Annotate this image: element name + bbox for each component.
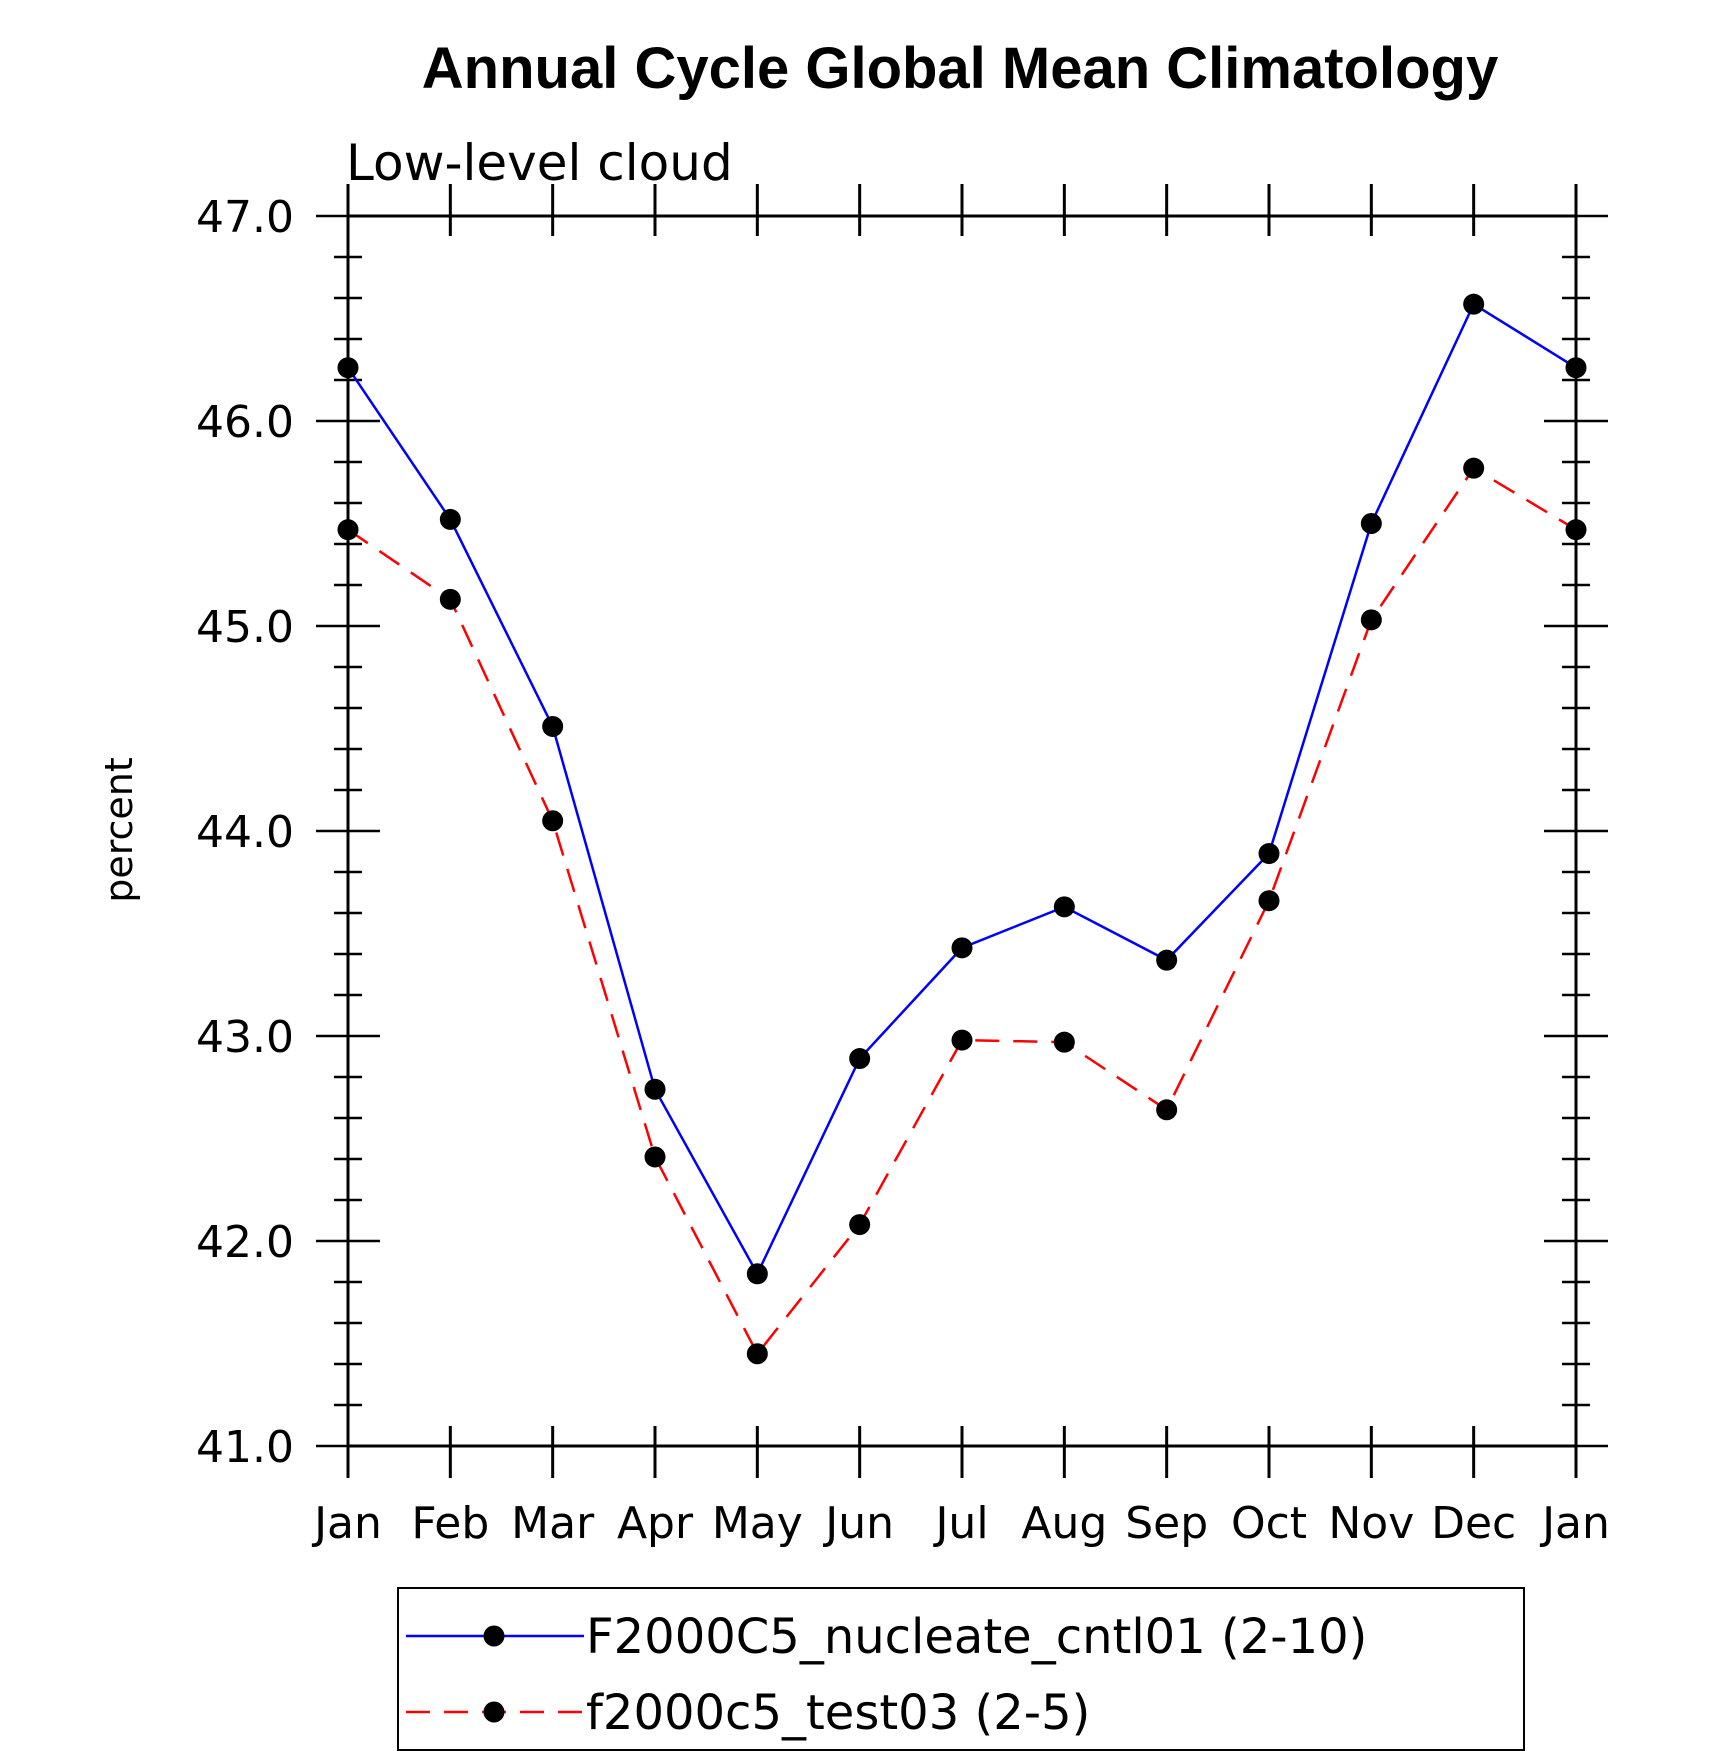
data-point — [337, 519, 359, 541]
data-point — [1053, 896, 1075, 918]
x-tick-label: Jan — [1539, 1498, 1610, 1549]
data-point — [337, 357, 359, 379]
data-point — [542, 810, 564, 832]
x-tick-label: Sep — [1125, 1498, 1208, 1549]
data-point — [1565, 357, 1587, 379]
chart-title: Annual Cycle Global Mean Climatology — [422, 36, 1498, 101]
legend-label-1: F2000C5_nucleate_cntl01 (2-10) — [586, 1609, 1367, 1665]
x-tick-labels: Jan Feb Mar Apr May Jun Jul Aug Sep Oct Nov Dec Jan — [311, 1498, 1610, 1549]
legend: F2000C5_nucleate_cntl01 (2-10) f2000c5_te… — [397, 1587, 1525, 1751]
y-tick-label: 43.0 — [196, 1012, 294, 1063]
data-point — [1360, 513, 1382, 534]
legend-marker — [483, 1625, 505, 1647]
data-point — [849, 1048, 871, 1070]
data-point — [1463, 293, 1485, 315]
data-point — [951, 1029, 973, 1051]
data-point — [1565, 519, 1587, 541]
data-point — [644, 1078, 666, 1100]
data-point — [1156, 949, 1178, 971]
x-tick-label: Nov — [1328, 1498, 1414, 1549]
data-point — [542, 715, 564, 737]
data-point — [746, 1263, 768, 1285]
x-tick-label: Apr — [617, 1498, 694, 1549]
x-tick-label: Jan — [311, 1498, 382, 1549]
x-tick-label: Aug — [1021, 1498, 1107, 1549]
y-tick-label: 41.0 — [196, 1422, 294, 1473]
data-point — [951, 937, 973, 959]
y-tick-label: 45.0 — [196, 602, 294, 653]
data-point — [1258, 890, 1280, 912]
y-tick-labels: 41.0 42.0 43.0 44.0 45.0 46.0 47.0 — [196, 192, 294, 1473]
data-point — [1463, 457, 1485, 479]
x-tick-label: Jul — [932, 1498, 988, 1549]
data-point — [439, 588, 461, 610]
y-tick-label: 42.0 — [196, 1217, 294, 1268]
data-point — [439, 508, 461, 530]
data-point — [1156, 1099, 1178, 1121]
x-tick-label: Dec — [1431, 1498, 1516, 1549]
x-tick-label: May — [712, 1498, 803, 1549]
series-line-2 — [347, 466, 1577, 1357]
chart-subtitle: Low-level cloud — [346, 134, 733, 192]
x-tick-label: Feb — [411, 1498, 489, 1549]
x-tick-label: Oct — [1231, 1498, 1307, 1549]
series-layer — [337, 293, 1587, 1365]
data-point — [644, 1146, 666, 1168]
x-tick-label: Jun — [822, 1498, 894, 1549]
data-point — [1053, 1031, 1075, 1053]
legend-box — [397, 1587, 1525, 1751]
series-line-1 — [346, 302, 1577, 1277]
data-point — [1258, 843, 1280, 865]
axis-ticks — [316, 184, 1608, 1478]
data-point — [849, 1214, 871, 1236]
data-point — [746, 1343, 768, 1365]
y-axis-label: percent — [97, 757, 141, 903]
data-point — [1360, 609, 1382, 631]
y-tick-label: 47.0 — [196, 192, 294, 243]
y-tick-label: 46.0 — [196, 397, 294, 448]
y-tick-label: 44.0 — [196, 807, 294, 858]
legend-label-2: f2000c5_test03 (2-5) — [586, 1685, 1090, 1741]
legend-marker — [483, 1701, 505, 1723]
x-tick-label: Mar — [511, 1498, 595, 1549]
plot-frame — [346, 214, 1578, 1448]
